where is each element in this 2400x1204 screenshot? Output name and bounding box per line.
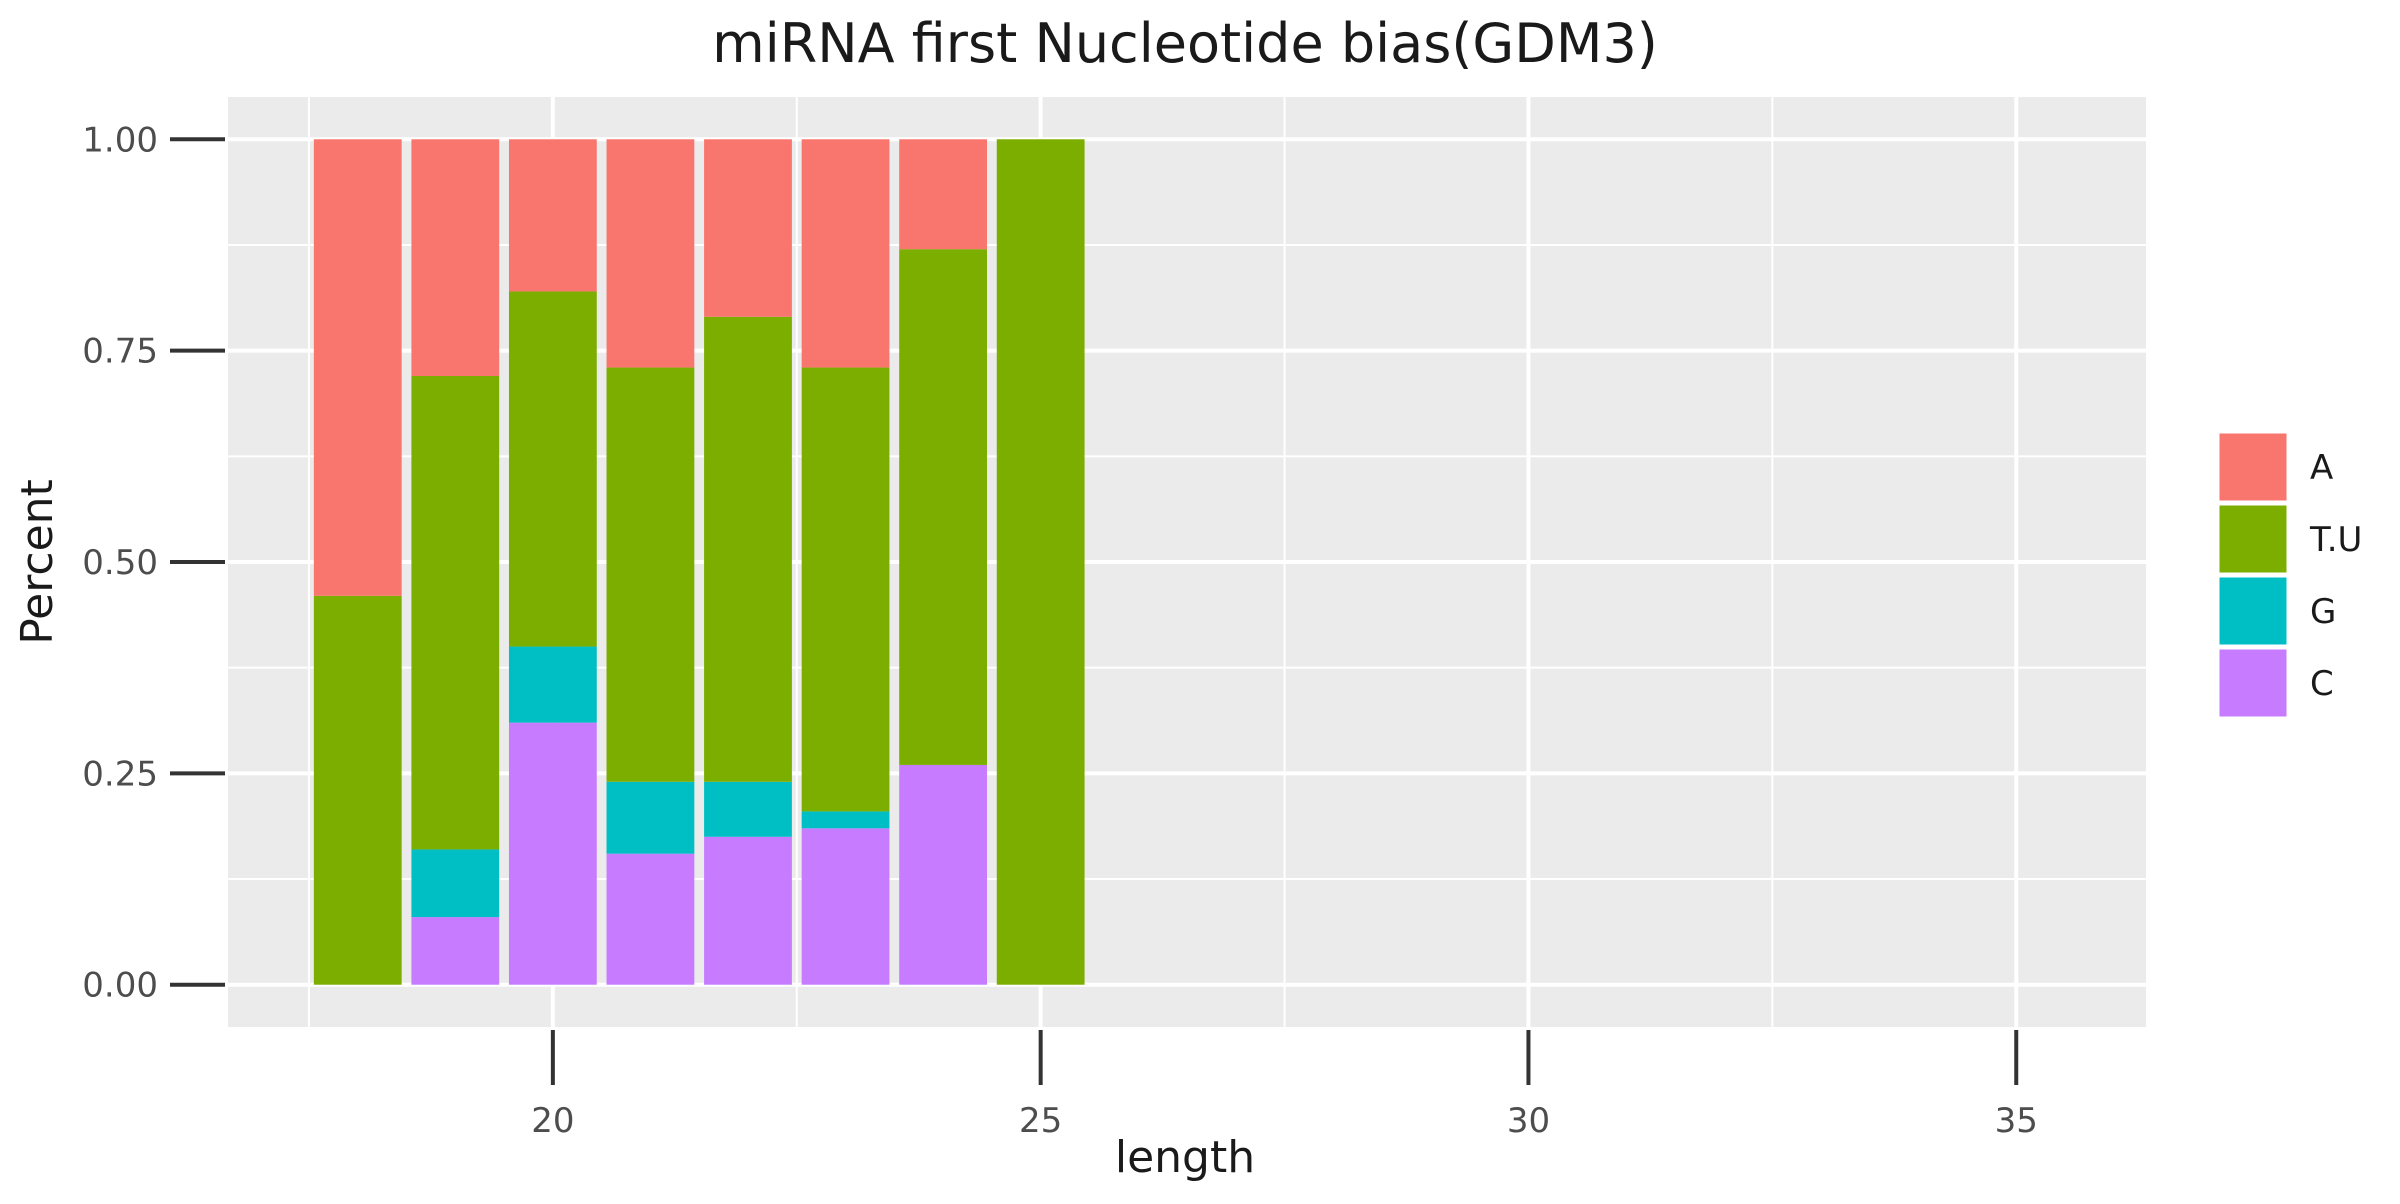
chart-title: miRNA first Nucleotide bias(GDM3) [712, 12, 1658, 75]
bar-segment-g-19 [411, 849, 500, 918]
legend-key-g [2216, 574, 2290, 648]
bar-segment-c-24 [899, 764, 988, 985]
legend-label: C [2310, 664, 2334, 704]
bar-segment-c-22 [704, 836, 792, 985]
x-tick-label: 30 [1507, 1101, 1550, 1141]
y-axis-title: Percent [12, 479, 63, 645]
bars [313, 139, 1085, 985]
bar-segment-g-21 [606, 781, 695, 854]
x-tick-label: 20 [531, 1101, 574, 1141]
legend-key-a [2216, 430, 2290, 504]
x-tick-label: 35 [1995, 1101, 2038, 1141]
x-axis-title: length [1115, 1132, 1255, 1183]
bar-segment-g-23 [801, 811, 890, 829]
legend-label: A [2310, 448, 2333, 488]
bar-segment-a-20 [508, 139, 597, 292]
bar-segment-tu-22 [704, 316, 792, 782]
bar-segment-tu-19 [411, 376, 500, 850]
bar-segment-tu-24 [899, 249, 988, 765]
legend: A T.U GC [2216, 430, 2362, 720]
bar-segment-tu-25 [996, 139, 1085, 985]
bar-segment-a-22 [704, 139, 792, 317]
bar-segment-c-19 [411, 917, 500, 985]
y-tick-label: 0.25 [82, 754, 158, 794]
bar-segment-a-24 [899, 139, 988, 250]
legend-key-c [2216, 646, 2290, 720]
bar-segment-c-21 [606, 853, 695, 985]
x-axis: 20 25 30 35 [531, 1030, 2038, 1141]
y-tick-label: 0.75 [82, 332, 158, 372]
bar-segment-a-23 [801, 139, 890, 368]
bar-segment-c-20 [508, 722, 597, 985]
bar-segment-tu-20 [508, 291, 597, 647]
bar-segment-a-21 [606, 139, 695, 368]
y-axis: 0.00 0.25 0.50 0.75 1.00 [82, 120, 225, 1006]
legend-key-tu [2216, 502, 2290, 576]
bar-segment-g-22 [704, 781, 792, 837]
bar-segment-c-23 [801, 828, 890, 985]
y-tick-label: 1.00 [82, 120, 158, 160]
y-tick-label: 0.50 [82, 543, 158, 583]
legend-label: G [2310, 592, 2336, 632]
legend-label: T.U [2309, 520, 2362, 560]
x-tick-label: 25 [1019, 1101, 1062, 1141]
bar-segment-tu-23 [801, 367, 890, 812]
y-tick-label: 0.00 [82, 966, 158, 1006]
bar-segment-tu-21 [606, 367, 695, 782]
bar-segment-a-19 [411, 139, 500, 376]
bar-segment-tu-18 [313, 595, 402, 985]
bar-segment-g-20 [508, 646, 597, 723]
bar-segment-a-18 [313, 139, 402, 596]
